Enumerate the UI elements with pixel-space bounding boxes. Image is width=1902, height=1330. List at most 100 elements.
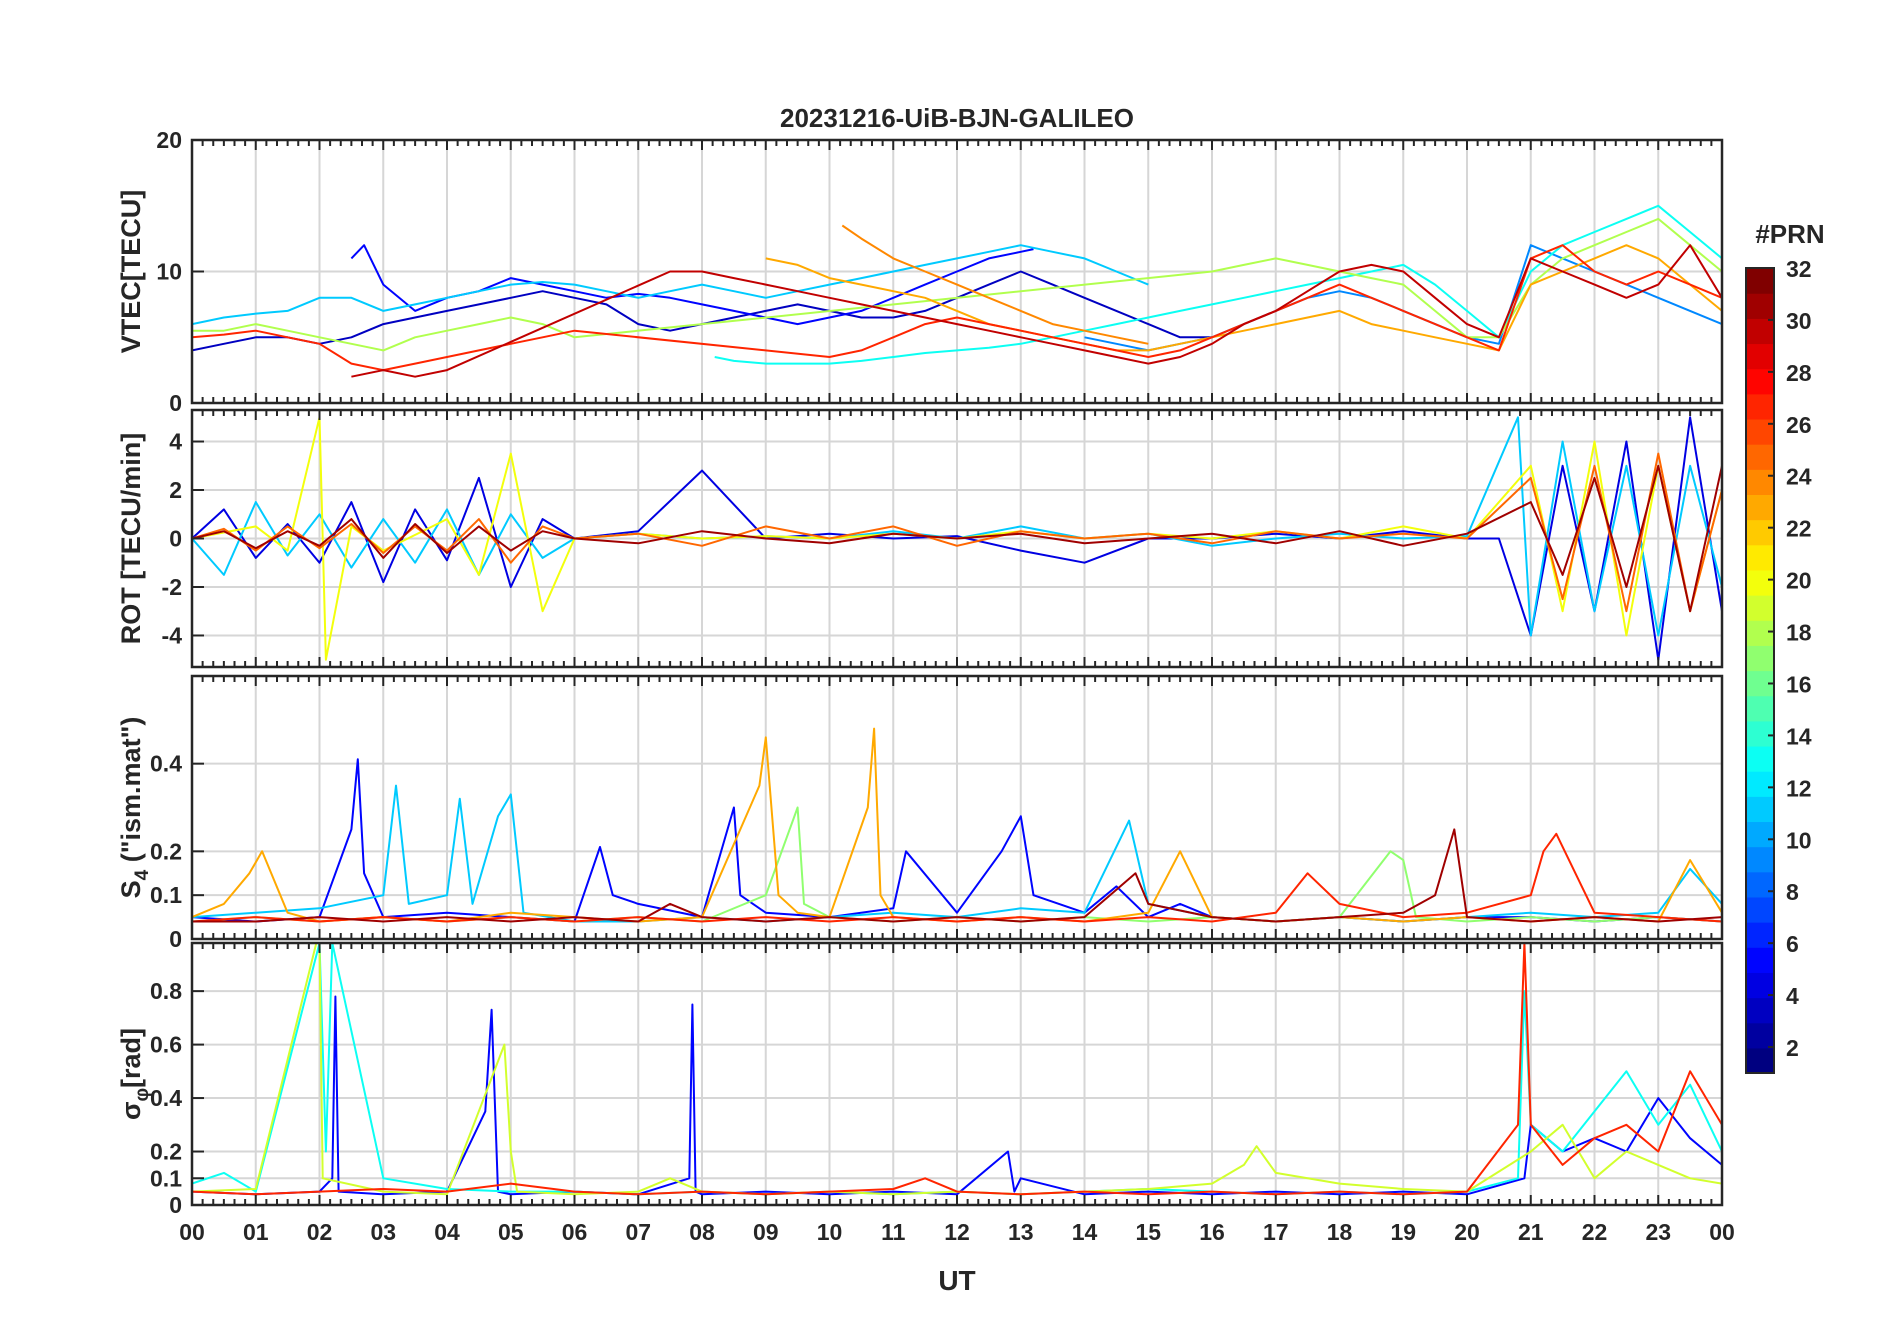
x-tick-label: 10 [817,1219,843,1245]
x-tick-label: 23 [1645,1219,1671,1245]
series-line-prn-30 [351,244,1722,378]
y-tick-label: 0.2 [150,838,182,864]
y-tick-label: -2 [162,574,182,600]
x-ticks [191,410,1723,667]
series-line-prn-4 [192,416,1722,661]
panel-3: 00.10.20.4S4 ("ism.mat") [116,674,1724,952]
x-tick-label: 22 [1582,1219,1608,1245]
chart-title: 20231216-UiB-BJN-GALILEO [780,103,1134,133]
colorbar-tick-label: 8 [1786,879,1799,905]
x-tick-label: 00 [1709,1219,1735,1245]
y-axis-label: ROT [TECU/min] [116,433,146,644]
y-tick-label: 4 [169,429,182,455]
y-tick-label: 0 [169,1192,182,1218]
y-axis-label-main: σ [116,1102,146,1120]
colorbar-tick-label: 6 [1786,931,1799,957]
colorbar-segment [1746,268,1774,294]
y-axis-label-sub: 4 [132,869,153,880]
y-tick-label: 0.8 [150,978,182,1004]
colorbar-segment [1746,972,1774,999]
y-axis-label: S4 ("ism.mat") [116,717,153,899]
series-group [192,416,1722,661]
x-tick-label: 16 [1199,1219,1225,1245]
y-tick-label: 0 [169,926,182,952]
x-tick-label: 00 [179,1219,205,1245]
colorbar-segment [1746,595,1774,621]
colorbar-segment [1746,871,1774,898]
x-ticks [191,676,1723,939]
series-line-prn-11 [192,244,1149,326]
x-tick-labels: 00 01 02 03 04 05 06 07 08 09 10 11 12 13 14 15 16 17 18 19… [179,1219,1735,1245]
y-tick-label: 0.1 [150,882,182,908]
series-line-prn-27 [192,244,1722,372]
x-tick-label: 01 [243,1219,269,1245]
colorbar-segment [1746,393,1774,420]
x-tick-label: 13 [1008,1219,1034,1245]
y-tick-label: 0.6 [150,1032,182,1058]
colorbar-tick-label: 16 [1786,671,1812,697]
y-axis-label: VTEC[TECU] [116,190,146,354]
colorbar-segment [1746,1047,1774,1074]
x-tick-label: 20 [1454,1219,1480,1245]
series-group [192,204,1722,378]
colorbar-segment [1746,368,1774,395]
colorbar-segment [1746,444,1774,470]
x-ticks [191,140,1723,403]
x-tick-label: 07 [625,1219,651,1245]
colorbar-tick-label: 4 [1786,983,1799,1009]
y-axis-label-main: VTEC[TECU] [116,190,146,354]
x-tick-label: 15 [1135,1219,1161,1245]
series-line-prn-31 [192,828,1722,923]
colorbar-segment [1746,997,1774,1024]
series-line-prn-31 [192,464,1722,613]
y-tick-label: 20 [156,127,182,153]
colorbar-segment [1746,293,1774,319]
colorbar-segment [1746,796,1774,823]
series-line-prn-24 [841,224,1149,345]
colorbar-segment [1746,821,1774,848]
colorbar-segment [1746,947,1774,973]
x-tick-label: 14 [1072,1219,1098,1245]
y-tick-label: 0.1 [150,1165,182,1191]
series-line-prn-13 [714,204,1722,365]
y-axis-label-rest: ("ism.mat") [116,717,146,870]
x-tick-label: 06 [562,1219,588,1245]
colorbar-segment [1746,745,1774,772]
colorbar-segment [1746,343,1774,370]
colorbar-tick-label: 22 [1786,516,1812,542]
x-tick-label: 04 [434,1219,460,1245]
x-tick-label: 21 [1518,1219,1544,1245]
colorbar-segment [1746,896,1774,923]
y-tick-label: 0 [169,526,182,552]
colorbar-tick-label: 10 [1786,827,1812,853]
colorbar-segment [1746,645,1774,672]
series-group [192,943,1722,1196]
grid [191,676,1723,940]
colorbar-segment [1746,620,1774,646]
x-tick-label: 05 [498,1219,524,1245]
colorbar-frame [1745,267,1775,1074]
series-line-prn-11 [192,416,1722,637]
y-tick-label: 0.2 [150,1139,182,1165]
series-group [192,727,1722,923]
colorbar-tick-label: 28 [1786,360,1812,386]
y-tick-label: 0.4 [150,751,182,777]
series-line-prn-5 [350,244,1034,326]
y-tick-label: -4 [162,622,183,648]
colorbar-segment [1746,720,1774,747]
colorbar-segment [1746,1022,1774,1049]
colorbar-segment [1746,569,1774,596]
y-axis-label-rest: [rad] [116,1028,146,1088]
panel-4: 00.10.2 0.4 0.6 0.8 σφ[rad] [116,941,1724,1218]
x-tick-label: 18 [1327,1219,1353,1245]
y-axis-label-main: S [116,880,146,898]
colorbar-segment [1746,318,1774,345]
colorbar-segment [1746,544,1774,571]
colorbar-tick-label: 26 [1786,412,1812,438]
colorbar-segment [1746,418,1774,445]
x-tick-label: 03 [370,1219,396,1245]
x-tick-label: 08 [689,1219,715,1245]
colorbar-tick-label: 24 [1786,464,1812,490]
colorbar-tick-label: 20 [1786,568,1812,594]
